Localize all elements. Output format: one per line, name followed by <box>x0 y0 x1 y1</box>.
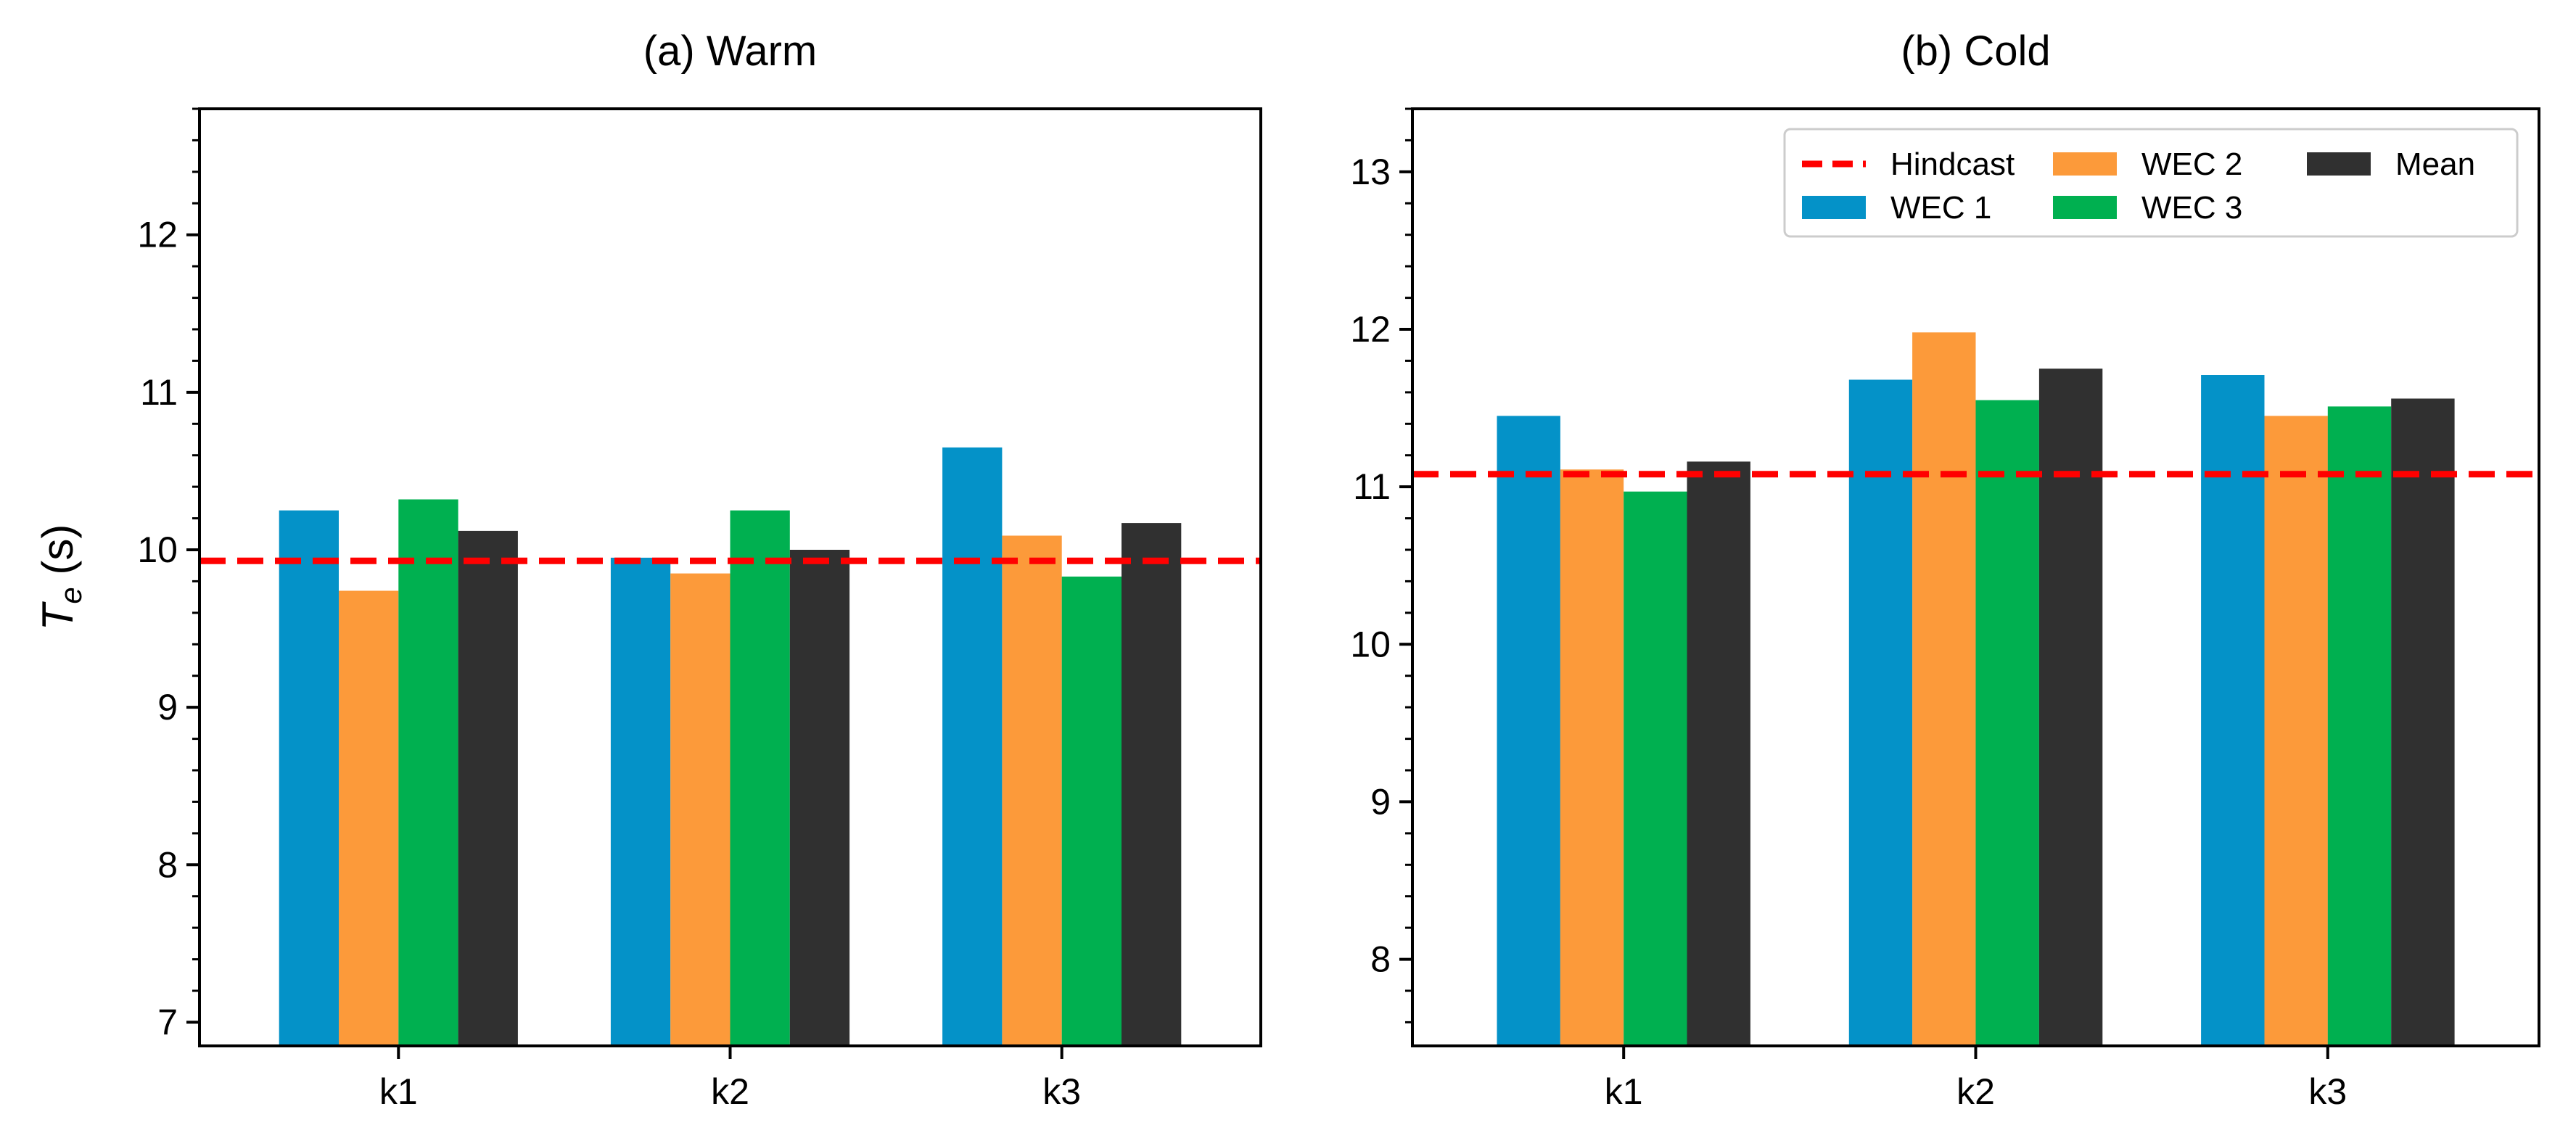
legend-label-hindcast: Hindcast <box>1890 147 2015 182</box>
chart-title: (a) Warm <box>643 28 817 75</box>
y-tick-label: 7 <box>157 1002 178 1042</box>
y-tick-label: 9 <box>157 687 178 727</box>
bar-wec-2-k2 <box>670 573 731 1046</box>
legend-label-wec-1: WEC 1 <box>1890 190 1991 226</box>
legend-label-wec-2: WEC 2 <box>2141 147 2242 182</box>
legend-label-mean: Mean <box>2395 147 2475 182</box>
legend-swatch-wec-2 <box>2053 152 2117 176</box>
x-tick-label: k3 <box>1042 1071 1081 1112</box>
bar-wec-3-k2 <box>1975 400 2039 1046</box>
chart-title: (b) Cold <box>1901 28 2050 75</box>
bar-wec-2-k1 <box>339 590 399 1046</box>
y-tick-label: 12 <box>1350 309 1391 350</box>
y-tick-label: 10 <box>137 529 178 570</box>
legend-swatch-wec-1 <box>1802 196 1866 219</box>
legend-swatch-mean <box>2307 152 2371 176</box>
bar-wec-3-k3 <box>2327 406 2392 1046</box>
y-tick-label: 11 <box>140 372 178 413</box>
x-tick-label: k1 <box>1605 1071 1643 1112</box>
bar-mean-k1 <box>1687 461 1750 1046</box>
bar-wec-3-k1 <box>1624 491 1687 1046</box>
bar-wec-1-k3 <box>942 447 1003 1046</box>
bar-wec-1-k1 <box>1497 416 1560 1046</box>
bar-mean-k2 <box>2038 368 2103 1046</box>
x-tick-label: k1 <box>379 1071 418 1112</box>
y-tick-label: 10 <box>1350 624 1391 664</box>
x-tick-label: k2 <box>1956 1071 1995 1112</box>
panel-warm: 7 8 9 10 11 12 k1 k2 k3 (a) Warm Te (s) <box>33 28 1262 1112</box>
bar-wec-2-k2 <box>1912 332 1976 1046</box>
bar-wec-3-k3 <box>1061 576 1122 1046</box>
bar-wec-1-k2 <box>1848 379 1913 1046</box>
y-axis-label: Te (s) <box>33 524 88 631</box>
bar-wec-2-k3 <box>2264 416 2328 1046</box>
y-tick-label: 8 <box>157 844 178 885</box>
bar-mean-k1 <box>458 530 518 1046</box>
legend-label-wec-3: WEC 3 <box>2141 190 2242 226</box>
bar-wec-1-k1 <box>279 510 339 1046</box>
bar-wec-3-k2 <box>730 510 790 1046</box>
y-tick-label: 9 <box>1370 781 1391 822</box>
legend-swatch-wec-3 <box>2053 196 2117 219</box>
x-tick-label: k3 <box>2308 1071 2347 1112</box>
bar-mean-k3 <box>2391 398 2455 1046</box>
y-tick-label: 12 <box>137 215 178 255</box>
y-tick-label: 11 <box>1353 466 1391 507</box>
y-tick-label: 13 <box>1350 152 1391 192</box>
panel-cold: 8 9 10 11 12 13 k1 k2 k3 (b) Cold Hindcast WEC 1 WEC… <box>1350 28 2540 1112</box>
bar-mean-k3 <box>1122 523 1182 1046</box>
bar-wec-1-k2 <box>610 557 671 1046</box>
x-tick-label: k2 <box>711 1071 749 1112</box>
bar-wec-2-k1 <box>1560 469 1624 1046</box>
y-tick-label: 8 <box>1370 939 1391 980</box>
bar-wec-3-k1 <box>398 499 458 1046</box>
bar-wec-2-k3 <box>1002 535 1062 1046</box>
bar-mean-k2 <box>789 550 850 1046</box>
bar-wec-1-k3 <box>2201 375 2265 1046</box>
